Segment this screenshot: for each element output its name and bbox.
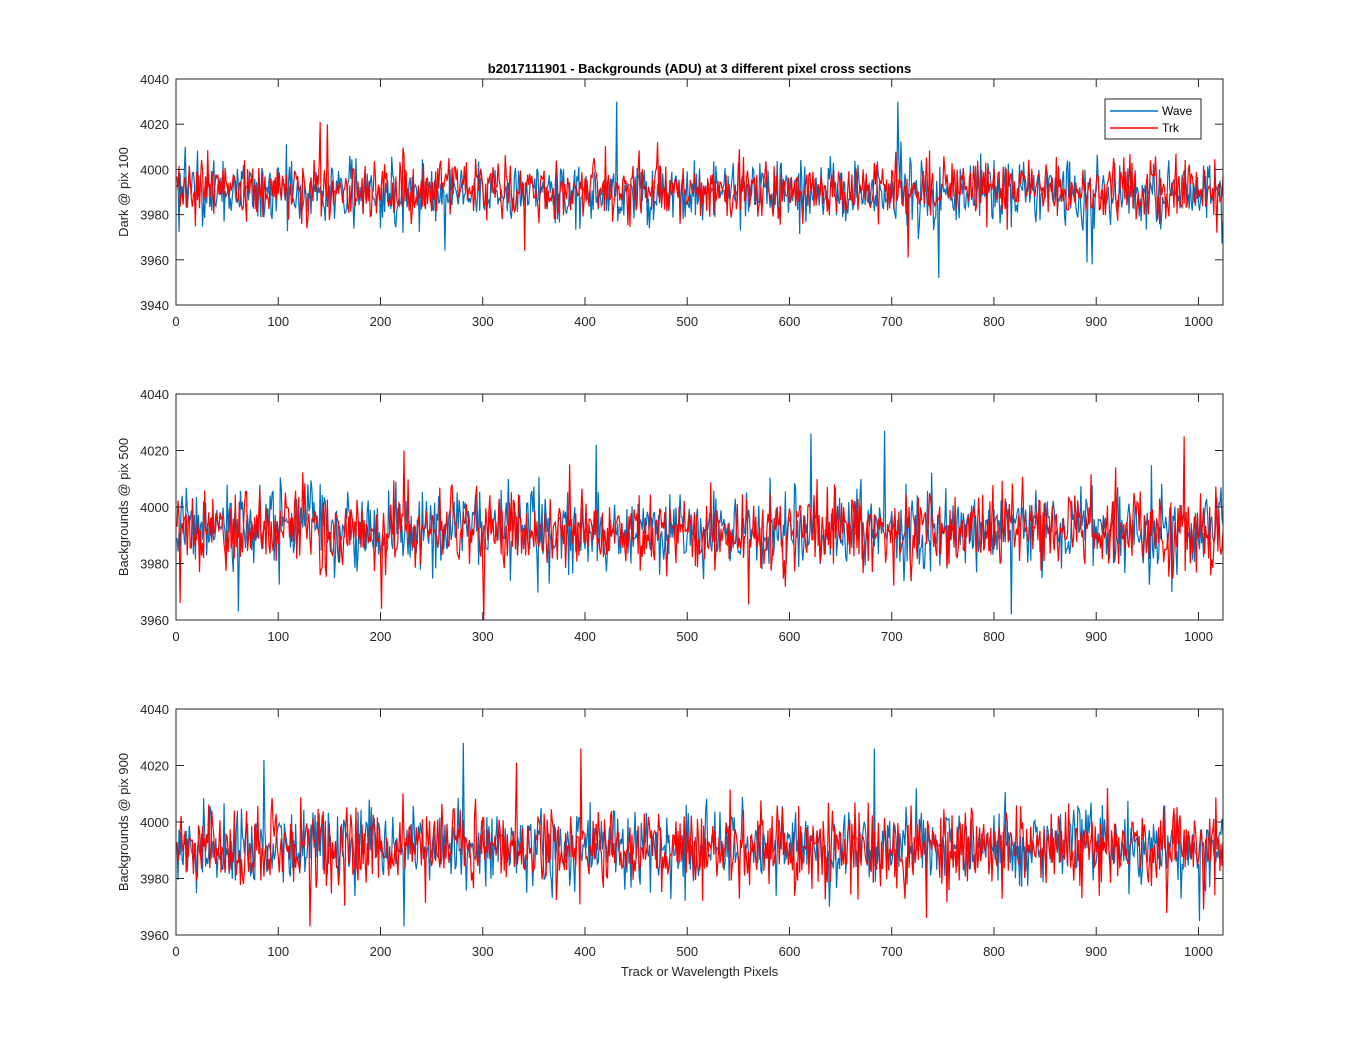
panel-3: Backgrounds @ pix 900 Track or Wavelengt… — [116, 702, 1224, 979]
axes-box-panel-1 — [175, 78, 1224, 306]
x-tick-label: 700 — [881, 629, 903, 644]
x-tick-label: 1000 — [1184, 629, 1213, 644]
x-tick-label: 700 — [881, 314, 903, 329]
y-tick-label: 4000 — [140, 162, 169, 177]
legend[interactable]: Wave Trk — [1104, 98, 1202, 140]
y-tick-label: 4000 — [140, 500, 169, 515]
x-tick-label: 200 — [370, 629, 392, 644]
y-tick-label: 4020 — [140, 117, 169, 132]
y-axis-label-1: Dark @ pix 100 — [116, 147, 131, 237]
x-tick-label: 400 — [574, 314, 596, 329]
y-tick-label: 3960 — [140, 253, 169, 268]
x-tick-label: 900 — [1085, 629, 1107, 644]
x-tick-label: 500 — [676, 944, 698, 959]
x-tick-label: 1000 — [1184, 314, 1213, 329]
x-tick-label: 800 — [983, 629, 1005, 644]
legend-label-wave: Wave — [1162, 104, 1193, 118]
y-tick-label: 3980 — [140, 208, 169, 223]
series-line-trk-panel-2 — [176, 436, 1223, 620]
x-tick-label: 900 — [1085, 314, 1107, 329]
x-tick-label: 0 — [172, 944, 179, 959]
y-tick-label: 4020 — [140, 759, 169, 774]
legend-label-trk: Trk — [1162, 121, 1180, 135]
x-tick-label: 800 — [983, 944, 1005, 959]
x-tick-label: 1000 — [1184, 944, 1213, 959]
x-tick-label: 200 — [370, 314, 392, 329]
x-tick-label: 0 — [172, 629, 179, 644]
y-tick-label: 3960 — [140, 613, 169, 628]
x-tick-label: 500 — [676, 314, 698, 329]
x-tick-label: 100 — [267, 629, 289, 644]
x-tick-label: 700 — [881, 944, 903, 959]
x-axis-label: Track or Wavelength Pixels — [621, 964, 779, 979]
series-line-wave-panel-2 — [176, 430, 1223, 615]
y-tick-label: 4040 — [140, 387, 169, 402]
x-tick-label: 300 — [472, 944, 494, 959]
y-tick-label: 4040 — [140, 702, 169, 717]
x-tick-label: 300 — [472, 314, 494, 329]
x-tick-label: 400 — [574, 944, 596, 959]
x-tick-label: 600 — [779, 629, 801, 644]
y-tick-label: 3980 — [140, 872, 169, 887]
x-tick-label: 900 — [1085, 944, 1107, 959]
x-tick-label: 600 — [779, 314, 801, 329]
x-tick-label: 100 — [267, 944, 289, 959]
x-tick-label: 600 — [779, 944, 801, 959]
chart-title: b2017111901 - Backgrounds (ADU) at 3 dif… — [488, 61, 911, 76]
x-tick-label: 500 — [676, 629, 698, 644]
panel-2: Backgrounds @ pix 500 0 100 200 300 400 500 60… — [116, 387, 1224, 644]
y-tick-label: 3980 — [140, 557, 169, 572]
legend-box — [1104, 98, 1202, 140]
y-tick-label: 4000 — [140, 815, 169, 830]
x-tick-label: 800 — [983, 314, 1005, 329]
series-line-trk-panel-3 — [176, 748, 1223, 927]
x-tick-label: 200 — [370, 944, 392, 959]
y-axis-label-2: Backgrounds @ pix 500 — [116, 438, 131, 576]
series-line-trk-panel-1 — [176, 121, 1223, 258]
y-axis-label-3: Backgrounds @ pix 900 — [116, 753, 131, 891]
y-tick-label: 3960 — [140, 928, 169, 943]
y-tick-label: 3940 — [140, 298, 169, 313]
panel-1: b2017111901 - Backgrounds (ADU) at 3 dif… — [116, 61, 1224, 329]
x-tick-label: 100 — [267, 314, 289, 329]
y-tick-label: 4040 — [140, 72, 169, 87]
x-tick-label: 400 — [574, 629, 596, 644]
x-tick-label: 0 — [172, 314, 179, 329]
y-tick-label: 4020 — [140, 444, 169, 459]
x-tick-label: 300 — [472, 629, 494, 644]
